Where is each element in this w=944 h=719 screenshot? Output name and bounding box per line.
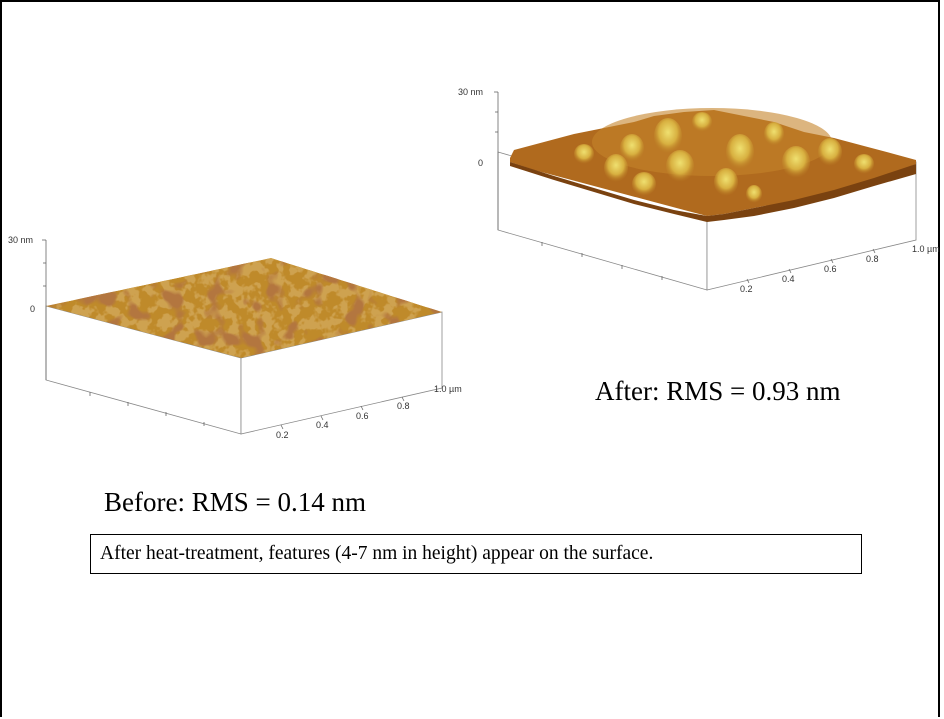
before-x-tick-4: 1.0 µm — [434, 384, 462, 394]
before-afm-plot: 30 nm 0 0.2 0.4 0.6 0.8 1.0 µm — [8, 235, 462, 440]
after-x-tick-3: 0.8 — [866, 254, 879, 264]
before-afm-image: 30 nm 0 0.2 0.4 0.6 0.8 1.0 µm — [6, 208, 482, 458]
after-x-tick-2: 0.6 — [824, 264, 837, 274]
before-x-tick-1: 0.4 — [316, 420, 329, 430]
after-z-zero-label: 0 — [478, 158, 483, 168]
before-x-tick-3: 0.8 — [397, 401, 410, 411]
before-rms-caption: Before: RMS = 0.14 nm — [104, 487, 366, 517]
before-z-zero-label: 0 — [30, 304, 35, 314]
before-x-tick-0: 0.2 — [276, 430, 289, 440]
after-x-tick-0: 0.2 — [740, 284, 753, 294]
after-z-top-label: 30 nm — [458, 87, 483, 97]
after-afm-image: 30 nm 0 0.2 0.4 0.6 0.8 1.0 µm — [454, 82, 944, 304]
after-x-tick-1: 0.4 — [782, 274, 795, 284]
summary-note-box: After heat-treatment, features (4-7 nm i… — [90, 534, 862, 574]
after-afm-plot: 30 nm 0 0.2 0.4 0.6 0.8 1.0 µm — [458, 87, 940, 294]
after-surface-peaks — [574, 112, 874, 203]
before-z-top-label: 30 nm — [8, 235, 33, 245]
before-box-right — [240, 311, 443, 435]
after-rms-caption: After: RMS = 0.93 nm — [595, 376, 841, 406]
before-x-tick-2: 0.6 — [356, 411, 369, 421]
after-x-tick-4: 1.0 µm — [912, 244, 940, 254]
after-surface — [510, 108, 916, 222]
